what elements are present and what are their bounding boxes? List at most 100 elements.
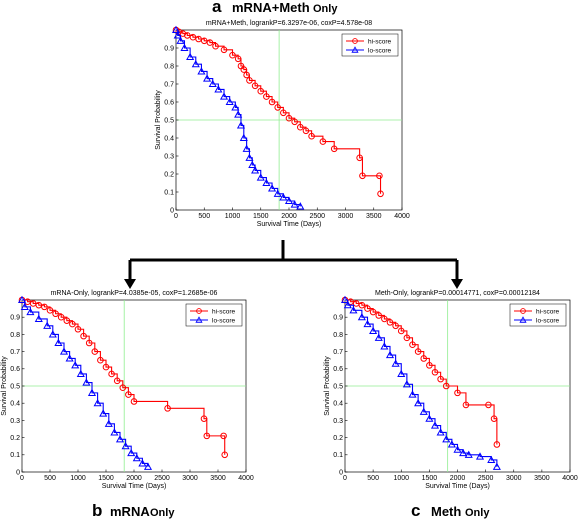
point-b-hi-score-12 [85,339,93,347]
series-line-b-lo-score [22,299,149,467]
point-b-hi-score-14 [97,356,104,364]
panel-letter-a: a [212,0,222,16]
x-tick-label-b-8: 4000 [238,475,254,482]
point-a-hi-score-3 [184,32,191,39]
x-tick-label-c-7: 3500 [534,475,550,482]
point-a-lo-score-26 [290,200,299,208]
y-tick-label-a-4: 0.4 [164,135,174,142]
x-tick-label-b-3: 1500 [98,475,114,482]
point-b-lo-score-9 [71,361,80,369]
y-tick-label-b-9: 0.9 [10,315,20,322]
chart-b: mRNA-Only, logrankP=4.0385e-05, coxP=1.2… [1,290,254,490]
point-b-lo-score-18 [121,441,130,450]
point-c-lo-score-4 [363,319,372,328]
panel-title-sub-b: Only [150,507,175,519]
y-tick-label-c-3: 0.3 [333,418,343,425]
y-tick-label-c-7: 0.7 [333,349,343,356]
point-c-lo-score-21 [459,448,468,457]
y-tick-label-b-0: 0 [16,469,20,476]
x-tick-label-a-8: 4000 [394,213,410,220]
x-tick-label-c-8: 4000 [562,475,578,482]
point-b-lo-score-7 [59,347,69,355]
y-tick-label-a-5: 0.5 [164,117,174,124]
point-a-hi-score-32 [377,190,384,198]
panel-title-main-a: mRNA+Meth [232,0,310,15]
point-b-hi-score-17 [113,377,121,385]
point-b-hi-score-15 [102,363,110,371]
point-c-lo-score-10 [397,369,406,378]
point-a-lo-score-19 [251,166,260,174]
point-c-lo-score-11 [402,380,411,388]
y-axis-label-b: Survival Probability [1,356,8,416]
point-a-hi-score-26 [308,132,315,140]
point-b-hi-score-16 [108,370,115,378]
chart-title-c: Meth-Only, logrankP=0.00014771, coxP=0.0… [375,290,540,297]
legend-marker-b-lo-score [195,316,203,323]
point-c-lo-score-23 [475,452,485,460]
point-b-lo-score-15 [104,419,113,427]
point-b-hi-score-22 [200,415,208,422]
point-b-hi-score-7 [57,313,65,321]
point-a-lo-score-10 [219,92,229,100]
x-tick-label-b-2: 1000 [70,475,86,482]
panel-letter-c: c [411,501,420,519]
y-tick-label-c-1: 0.1 [333,452,343,459]
point-a-hi-score-23 [291,118,298,126]
panel-title-sub-a: Only [313,3,338,15]
point-a-lo-score-20 [256,173,265,181]
point-c-hi-score-4 [364,305,371,312]
panel-title-main-b: mRNA [110,504,150,519]
legend-label-a-hi-score: hi-score [368,38,392,45]
point-c-hi-score-17 [437,375,444,383]
point-c-hi-score-15 [426,362,433,369]
point-a-lo-score-23 [273,189,282,197]
point-c-hi-score-2 [352,300,360,307]
point-c-lo-score-22 [464,450,473,458]
point-b-hi-score-19 [125,391,132,398]
y-tick-label-a-0: 0 [170,207,174,214]
point-a-lo-score-1 [173,31,182,39]
point-b-hi-score-24 [220,432,227,440]
chart-a: mRNA+Meth, logrankP=6.3297e-06, coxP=4.5… [155,20,410,228]
point-a-hi-score-19 [268,98,276,106]
point-b-lo-score-3 [34,314,43,322]
x-tick-label-c-4: 2000 [450,475,466,482]
y-tick-label-c-4: 0.4 [333,401,343,408]
point-a-lo-score-24 [279,193,288,201]
panel-title-main-c: Meth [431,504,461,519]
panel-letter-b: b [92,501,102,519]
y-tick-label-c-6: 0.6 [333,366,343,373]
point-b-hi-score-23 [203,432,211,440]
point-b-lo-score-22 [143,462,153,470]
x-axis-label-b: Survival Time (Days) [102,483,167,490]
y-tick-label-b-1: 0.1 [10,452,20,459]
point-b-hi-score-13 [91,348,99,355]
point-c-hi-score-7 [381,315,388,323]
y-tick-label-b-5: 0.5 [10,383,20,390]
point-c-lo-score-3 [357,312,366,321]
point-a-hi-score-22 [285,114,293,122]
point-c-lo-score-9 [391,359,400,367]
point-c-hi-score-12 [409,341,416,349]
x-tick-label-a-6: 3000 [338,213,354,220]
point-a-lo-score-22 [268,184,277,192]
chart-title-b: mRNA-Only, logrankP=4.0385e-05, coxP=1.2… [51,290,218,297]
y-tick-label-b-7: 0.7 [10,349,20,356]
point-c-lo-score-24 [487,455,496,464]
point-a-hi-score-18 [263,93,270,100]
point-c-hi-score-21 [485,401,492,409]
point-a-hi-score-9 [220,46,228,54]
y-axis-label-c: Survival Probability [324,356,331,416]
point-a-hi-score-28 [330,145,338,153]
point-b-hi-score-21 [164,405,171,412]
point-a-lo-score-11 [225,97,234,106]
point-b-lo-score-20 [132,454,141,462]
point-b-lo-score-5 [48,330,57,338]
arrow-left-head [124,279,136,289]
point-b-hi-score-5 [46,307,54,314]
point-a-hi-score-20 [274,104,282,111]
x-tick-label-c-5: 2500 [478,475,494,482]
point-a-lo-score-3 [180,43,189,52]
point-c-lo-score-7 [380,342,389,350]
point-a-lo-score-13 [234,110,243,118]
